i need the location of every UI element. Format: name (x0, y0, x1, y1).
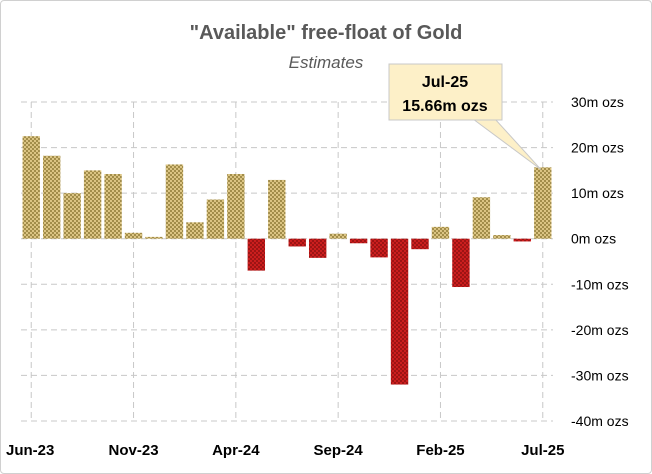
bar-Feb-24 (186, 222, 204, 239)
y-tick-label: 20m ozs (571, 140, 624, 156)
bar-Apr-25 (472, 197, 491, 239)
x-axis-ticks: Jun-23 Nov-23 Apr-24 Sep-24 Feb-25 Jul-25 (6, 442, 564, 459)
x-tick-label: Apr-24 (212, 442, 260, 459)
callout-date: Jul-25 (422, 74, 468, 91)
y-tick-label: -30m ozs (571, 367, 629, 383)
bar-Apr-24 (227, 174, 245, 239)
chart-title: "Available" free-float of Gold (190, 22, 463, 44)
x-tick-label: Sep-24 (314, 442, 364, 459)
bar-Mar-25 (452, 238, 470, 288)
y-axis-ticks: 30m ozs 20m ozs 10m ozs 0m ozs -10m ozs -20m … (571, 94, 629, 429)
bar-Jun-23 (22, 136, 40, 239)
bar-Aug-24 (308, 238, 327, 258)
bar-Jan-24 (165, 164, 184, 239)
bar-Aug-23 (63, 193, 81, 239)
y-tick-label: -40m ozs (571, 413, 629, 429)
y-tick-label: 0m ozs (571, 231, 616, 247)
x-tick-label: Jul-25 (521, 442, 564, 459)
bar-Jan-25 (411, 238, 429, 250)
bar-Sep-23 (83, 170, 102, 239)
chart-subtitle: Estimates (289, 53, 364, 72)
bar-Jun-24 (268, 179, 286, 239)
value-callout: Jul-25 15.66m ozs (388, 63, 542, 170)
bar-Jul-24 (288, 238, 306, 247)
bar-Jul-23 (42, 155, 61, 239)
callout-box (388, 63, 503, 121)
bar-Mar-24 (206, 199, 225, 239)
x-tick-label: Feb-25 (416, 442, 464, 459)
callout-pointer (471, 118, 542, 170)
x-tick-label: Nov-23 (109, 442, 159, 459)
x-tick-label: Jun-23 (6, 442, 54, 459)
bar-Oct-23 (104, 174, 122, 239)
bar-Nov-23 (124, 232, 143, 239)
bar-May-24 (247, 238, 266, 271)
y-tick-label: 10m ozs (571, 185, 624, 201)
bar-Oct-24 (349, 238, 368, 244)
bar-Dec-23 (145, 236, 163, 239)
bar-Jul-25 (534, 167, 552, 239)
bar-Sep-24 (329, 233, 347, 239)
bar-Jun-25 (513, 238, 532, 242)
bars (22, 136, 552, 385)
bar-Feb-25 (431, 226, 450, 239)
bar-Nov-24 (370, 238, 388, 258)
y-tick-label: -10m ozs (571, 276, 629, 292)
callout-value: 15.66m ozs (402, 98, 487, 115)
y-tick-label: -20m ozs (571, 322, 629, 338)
bar-May-25 (493, 235, 511, 239)
y-tick-label: 30m ozs (571, 94, 624, 110)
gridlines (21, 101, 553, 422)
bar-Dec-24 (390, 238, 409, 385)
